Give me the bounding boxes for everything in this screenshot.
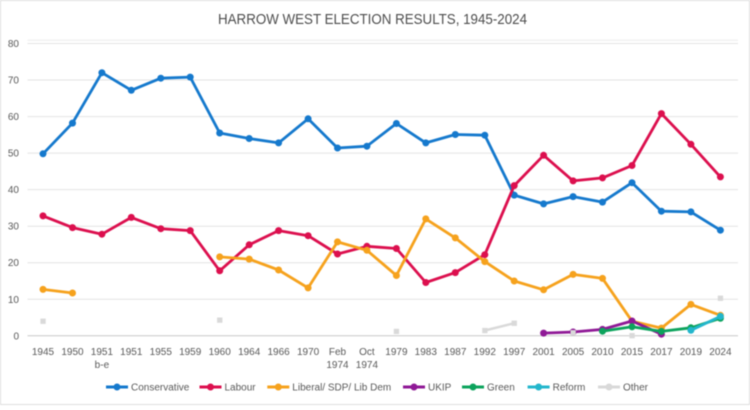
svg-text:1960: 1960	[209, 347, 232, 358]
svg-text:HARROW WEST ELECTION RESULTS,: HARROW WEST ELECTION RESULTS, 1945-2024	[218, 11, 527, 28]
svg-text:60: 60	[8, 112, 20, 123]
svg-text:Feb: Feb	[329, 347, 347, 358]
svg-text:80: 80	[8, 39, 20, 50]
svg-text:1992: 1992	[474, 347, 497, 358]
svg-text:70: 70	[8, 76, 20, 87]
svg-text:Green: Green	[487, 383, 515, 394]
svg-text:0: 0	[13, 331, 19, 342]
svg-text:1950: 1950	[61, 347, 84, 358]
svg-text:20: 20	[8, 258, 20, 269]
svg-text:2024: 2024	[709, 347, 732, 358]
svg-text:1974: 1974	[356, 360, 379, 371]
svg-text:1997: 1997	[503, 347, 526, 358]
svg-text:1979: 1979	[385, 347, 408, 358]
svg-text:Oct: Oct	[359, 347, 375, 358]
svg-text:1970: 1970	[297, 347, 320, 358]
svg-text:1974: 1974	[326, 360, 349, 371]
svg-text:10: 10	[8, 295, 20, 306]
svg-text:2017: 2017	[650, 347, 673, 358]
svg-text:b-e: b-e	[95, 360, 110, 371]
svg-text:Liberal/ SDP/ Lib Dem: Liberal/ SDP/ Lib Dem	[292, 383, 391, 394]
svg-text:2010: 2010	[591, 347, 614, 358]
svg-text:50: 50	[8, 149, 20, 160]
svg-text:1983: 1983	[415, 347, 438, 358]
svg-text:30: 30	[8, 222, 20, 233]
svg-text:40: 40	[8, 185, 20, 196]
svg-text:1955: 1955	[150, 347, 173, 358]
svg-text:Reform: Reform	[553, 383, 586, 394]
svg-text:Conservative: Conservative	[131, 383, 190, 394]
svg-text:1964: 1964	[238, 347, 261, 358]
svg-text:Other: Other	[623, 383, 649, 394]
svg-text:2001: 2001	[532, 347, 555, 358]
svg-text:2015: 2015	[621, 347, 644, 358]
svg-text:2019: 2019	[680, 347, 703, 358]
svg-text:1966: 1966	[267, 347, 290, 358]
svg-text:1945: 1945	[32, 347, 55, 358]
svg-text:1987: 1987	[444, 347, 467, 358]
svg-text:Labour: Labour	[225, 383, 257, 394]
svg-text:1951: 1951	[91, 347, 114, 358]
svg-text:1951: 1951	[120, 347, 143, 358]
svg-text:2005: 2005	[562, 347, 585, 358]
svg-text:UKIP: UKIP	[428, 383, 452, 394]
svg-text:1959: 1959	[179, 347, 202, 358]
